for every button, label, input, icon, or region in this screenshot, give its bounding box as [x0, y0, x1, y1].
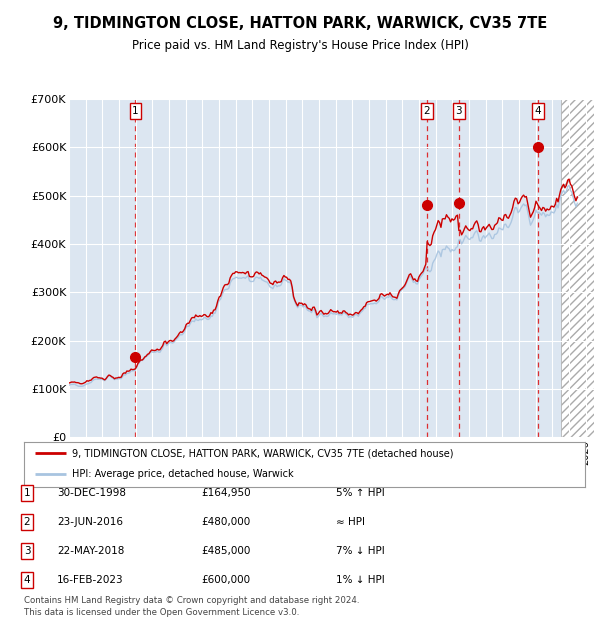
Text: 1: 1 [23, 488, 31, 498]
Text: 22-MAY-2018: 22-MAY-2018 [57, 546, 124, 556]
Text: 30-DEC-1998: 30-DEC-1998 [57, 488, 126, 498]
Text: £480,000: £480,000 [201, 517, 250, 527]
Text: 7% ↓ HPI: 7% ↓ HPI [336, 546, 385, 556]
Text: 4: 4 [23, 575, 31, 585]
Text: 2: 2 [23, 517, 31, 527]
Text: 9, TIDMINGTON CLOSE, HATTON PARK, WARWICK, CV35 7TE: 9, TIDMINGTON CLOSE, HATTON PARK, WARWIC… [53, 16, 547, 30]
Text: 4: 4 [535, 106, 541, 116]
Text: 2: 2 [424, 106, 430, 116]
Text: 3: 3 [455, 106, 462, 116]
Text: 9, TIDMINGTON CLOSE, HATTON PARK, WARWICK, CV35 7TE (detached house): 9, TIDMINGTON CLOSE, HATTON PARK, WARWIC… [71, 448, 453, 458]
Text: £600,000: £600,000 [201, 575, 250, 585]
Text: 16-FEB-2023: 16-FEB-2023 [57, 575, 124, 585]
Text: 1% ↓ HPI: 1% ↓ HPI [336, 575, 385, 585]
Text: £485,000: £485,000 [201, 546, 250, 556]
Bar [560, 99, 594, 437]
Text: 23-JUN-2016: 23-JUN-2016 [57, 517, 123, 527]
Bar [560, 99, 594, 437]
Text: 5% ↑ HPI: 5% ↑ HPI [336, 488, 385, 498]
Text: ≈ HPI: ≈ HPI [336, 517, 365, 527]
Text: 1: 1 [132, 106, 139, 116]
Text: Price paid vs. HM Land Registry's House Price Index (HPI): Price paid vs. HM Land Registry's House … [131, 39, 469, 52]
Text: 3: 3 [23, 546, 31, 556]
Text: £164,950: £164,950 [201, 488, 251, 498]
Text: HPI: Average price, detached house, Warwick: HPI: Average price, detached house, Warw… [71, 469, 293, 479]
Text: Contains HM Land Registry data © Crown copyright and database right 2024.
This d: Contains HM Land Registry data © Crown c… [24, 596, 359, 617]
